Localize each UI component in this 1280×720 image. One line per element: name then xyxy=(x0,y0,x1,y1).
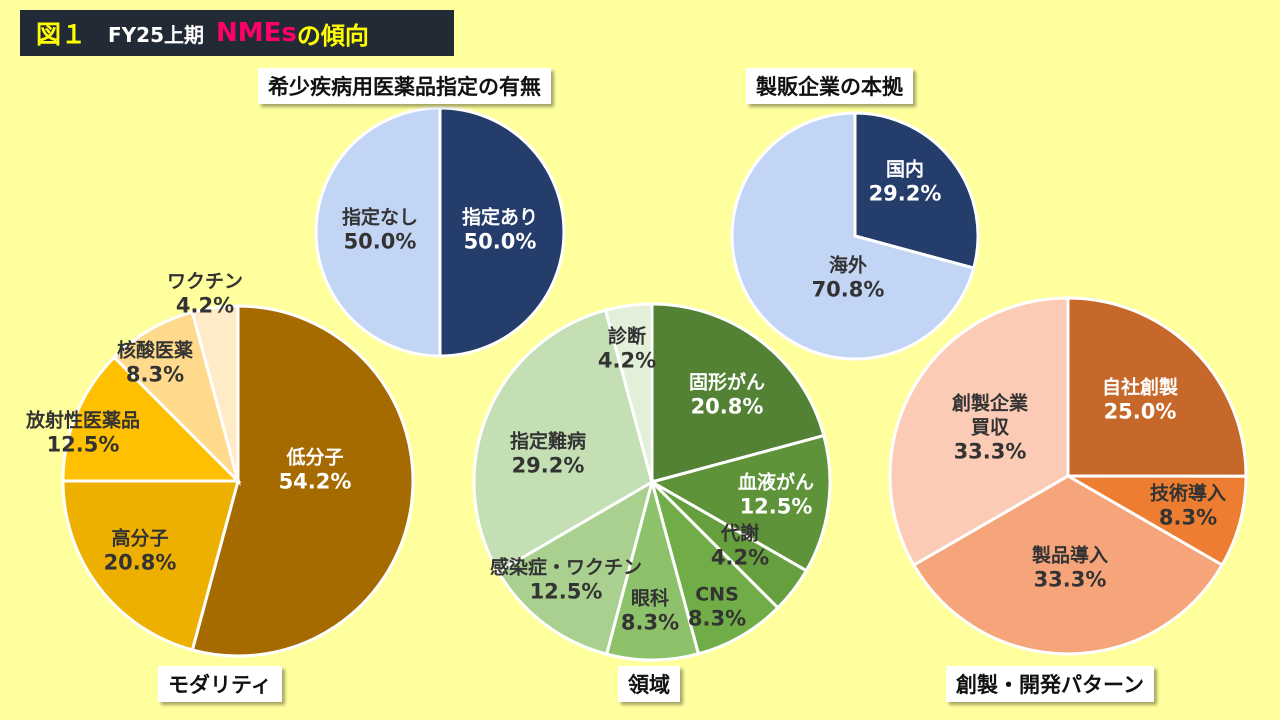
slice-label: 固形がん 20.8% xyxy=(689,371,765,420)
slice-label: 感染症・ワクチン 12.5% xyxy=(490,556,642,605)
slice-value: 33.3% xyxy=(1033,567,1107,592)
pie-slice xyxy=(911,474,1225,656)
slice-label: 眼科 8.3% xyxy=(621,587,679,636)
pie-slice xyxy=(190,304,240,482)
slice-value: 70.8% xyxy=(811,277,885,302)
slice-value: 12.5% xyxy=(739,494,813,519)
modality-chart-title: モダリティ xyxy=(158,666,282,702)
pie-slice xyxy=(61,355,242,483)
slice-label: 血液がん 12.5% xyxy=(738,471,814,520)
hq-chart-title: 製販企業の本拠 xyxy=(746,68,913,104)
slice-name: 創製企業 買収 xyxy=(951,392,1029,439)
slice-label: 代謝 4.2% xyxy=(711,522,769,571)
figure-number: 図１ xyxy=(36,20,87,49)
pie-slice xyxy=(604,476,701,662)
slice-name: 海外 xyxy=(828,254,868,277)
slice-value: 20.8% xyxy=(103,550,177,575)
slice-label: 低分子 54.2% xyxy=(279,446,352,495)
slice-value: 8.3% xyxy=(1158,505,1218,530)
slice-name: ワクチン xyxy=(166,270,244,293)
slice-value: 29.2% xyxy=(511,453,585,478)
slice-label: 国内 29.2% xyxy=(869,158,942,207)
pie-slice xyxy=(438,106,566,358)
pattern-chart-title: 創製・開発パターン xyxy=(946,666,1154,702)
slice-value: 20.8% xyxy=(690,394,764,419)
slice-value: 12.5% xyxy=(529,579,603,604)
slice-name: 放射性医薬品 xyxy=(25,409,141,432)
slice-name: 製品導入 xyxy=(1031,544,1109,567)
slice-label: 放射性医薬品 12.5% xyxy=(26,409,140,458)
slice-name: 代謝 xyxy=(720,522,759,545)
slice-name: 感染症・ワクチン xyxy=(489,556,643,579)
pie-slice xyxy=(650,302,826,484)
slice-name: 固形がん xyxy=(688,371,766,394)
slice-name: 血液がん xyxy=(737,471,815,494)
slice-value: 8.3% xyxy=(620,610,680,635)
slice-name: 技術導入 xyxy=(1149,482,1227,505)
slice-label: 創製企業 買収 33.3% xyxy=(952,392,1028,465)
slice-value: 8.3% xyxy=(687,606,747,631)
slice-value: 4.2% xyxy=(710,545,770,570)
pie-slice xyxy=(496,478,655,656)
nmes-text: NMEs xyxy=(216,18,297,48)
slice-value: 50.0% xyxy=(343,229,417,254)
slice-name: 診断 xyxy=(607,325,646,348)
slice-name: 国内 xyxy=(885,158,925,181)
pie-2 xyxy=(61,304,415,658)
slice-name: 指定難病 xyxy=(509,430,587,453)
pie-slice xyxy=(472,308,654,574)
slice-value: 50.0% xyxy=(463,229,537,254)
pie-slice xyxy=(314,106,442,358)
slice-name: CNS xyxy=(695,583,739,606)
area-chart-title: 領域 xyxy=(618,666,680,702)
pie-slice xyxy=(112,310,241,487)
slice-name: 自社創製 xyxy=(1101,376,1179,399)
slice-value: 8.3% xyxy=(125,362,185,387)
pie-slice xyxy=(853,111,980,270)
slice-value: 4.2% xyxy=(175,293,235,318)
pie-slice xyxy=(61,479,240,652)
pie-1 xyxy=(730,111,980,361)
slice-label: 製品導入 33.3% xyxy=(1032,544,1108,593)
pie-4 xyxy=(888,296,1248,656)
slice-value: 29.2% xyxy=(868,181,942,206)
title-rest: の傾向 xyxy=(296,21,369,50)
slice-label: 核酸医薬 8.3% xyxy=(117,339,193,388)
orphan-chart-title: 希少疾病用医薬品指定の有無 xyxy=(258,68,551,104)
slice-label: 自社創製 25.0% xyxy=(1102,376,1178,425)
slice-label: 海外 70.8% xyxy=(812,254,885,303)
pie-slice xyxy=(888,296,1070,568)
pie-slice xyxy=(603,302,654,483)
slice-label: 指定あり 50.0% xyxy=(462,206,538,255)
period: FY25上期 xyxy=(108,22,204,47)
slice-value: 4.2% xyxy=(597,348,657,373)
slice-name: 指定あり xyxy=(461,206,539,229)
title-bar: 図１ FY25上期 NMEs の傾向 xyxy=(20,10,454,56)
pie-0 xyxy=(314,106,566,358)
pie-slice xyxy=(649,476,780,656)
slice-label: ワクチン 4.2% xyxy=(167,270,243,319)
pie-slice xyxy=(190,304,415,658)
slice-name: 眼科 xyxy=(630,587,669,610)
slice-label: 指定なし 50.0% xyxy=(342,206,418,255)
slice-name: 高分子 xyxy=(111,527,169,550)
slice-label: 高分子 20.8% xyxy=(104,527,177,576)
slice-value: 33.3% xyxy=(953,439,1027,464)
slice-name: 指定なし xyxy=(341,206,419,229)
slice-value: 25.0% xyxy=(1103,399,1177,424)
pie-slice xyxy=(1062,474,1248,568)
slice-value: 54.2% xyxy=(278,469,352,494)
slice-name: 核酸医薬 xyxy=(116,339,194,362)
slice-label: 技術導入 8.3% xyxy=(1150,482,1226,531)
pie-slice xyxy=(730,111,976,361)
pie-slice xyxy=(1066,296,1248,478)
slice-label: CNS 8.3% xyxy=(688,583,746,632)
pie-3 xyxy=(472,302,832,662)
slice-value: 12.5% xyxy=(46,432,120,457)
pie-slice xyxy=(648,433,832,573)
slice-label: 指定難病 29.2% xyxy=(510,430,586,479)
slice-name: 低分子 xyxy=(286,446,344,469)
slice-label: 診断 4.2% xyxy=(598,325,656,374)
